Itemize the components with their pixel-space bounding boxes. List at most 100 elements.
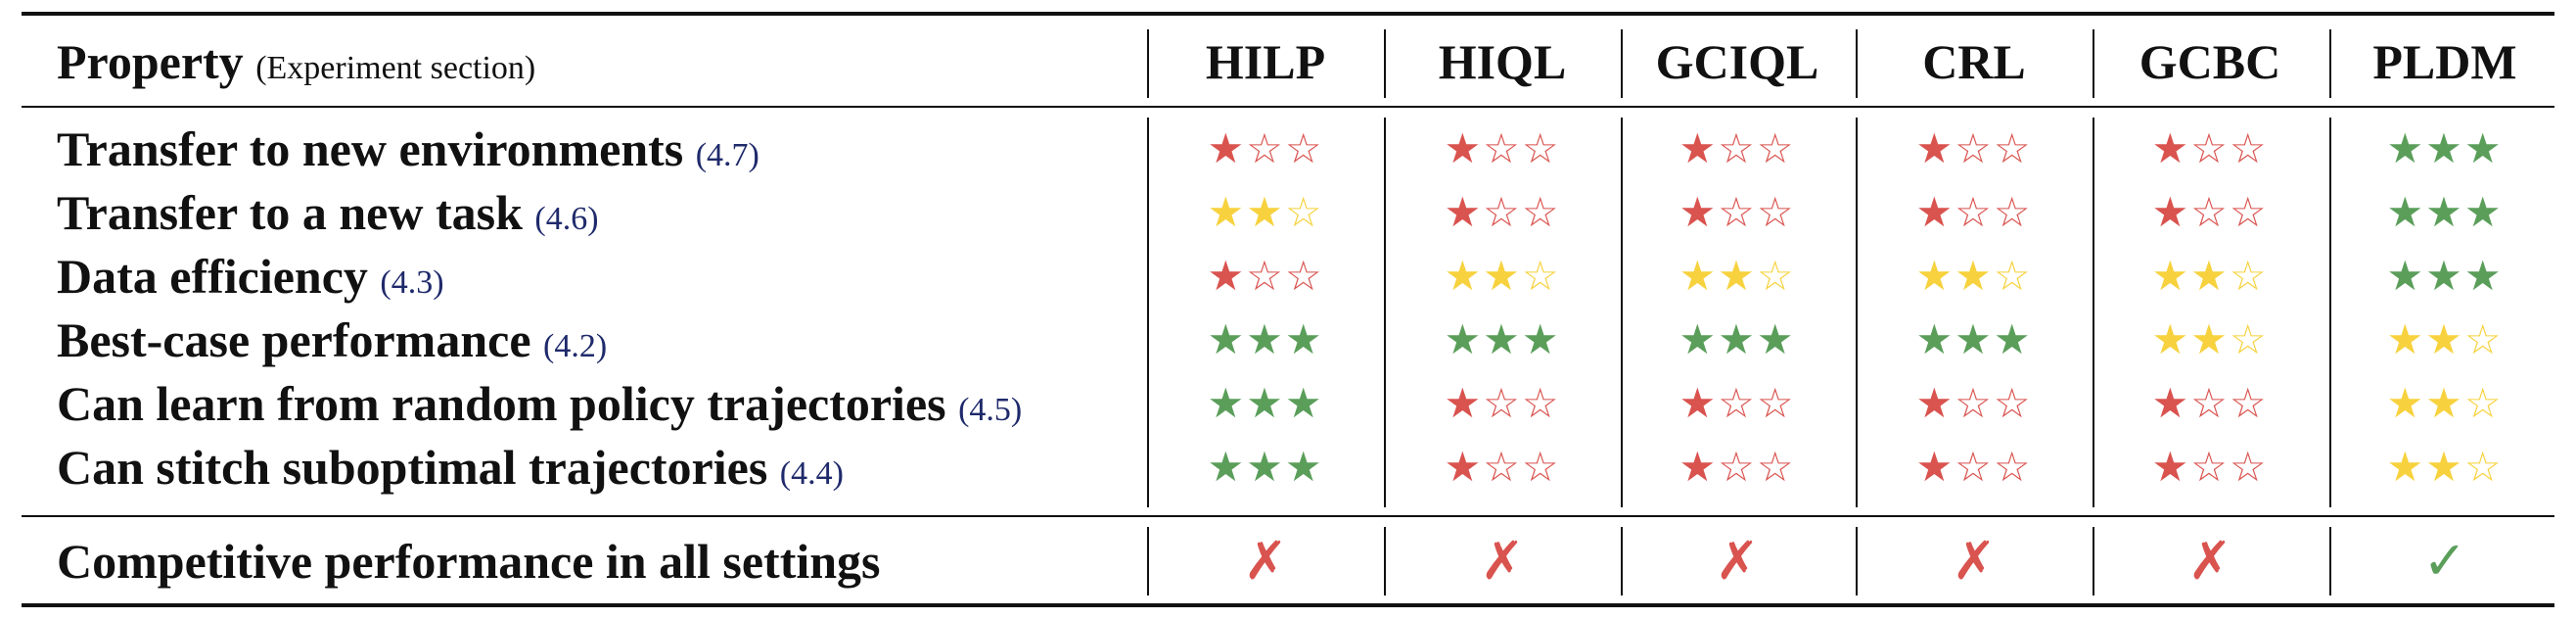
filled-star-icon: ★ — [1444, 443, 1484, 491]
filled-star-icon: ★ — [1915, 252, 1955, 300]
star-rating: ★★☆ — [1385, 245, 1620, 308]
empty-star-icon: ☆ — [1756, 379, 1796, 427]
star-rating: ★★☆ — [2327, 309, 2562, 371]
empty-star-icon: ☆ — [1483, 124, 1522, 172]
column-divider — [2329, 29, 2331, 98]
star-rating: ★☆☆ — [2093, 436, 2327, 499]
filled-star-icon: ★ — [1444, 379, 1484, 427]
filled-star-icon: ★ — [2386, 315, 2426, 363]
filled-star-icon: ★ — [2190, 315, 2230, 363]
top-rule — [22, 12, 2554, 16]
empty-star-icon: ☆ — [1718, 379, 1757, 427]
column-divider — [1621, 118, 1623, 507]
column-divider — [1856, 29, 1858, 98]
star-rating: ★★☆ — [2093, 245, 2327, 308]
filled-star-icon: ★ — [1915, 188, 1955, 236]
filled-star-icon: ★ — [1718, 252, 1757, 300]
empty-star-icon: ☆ — [1993, 124, 2033, 172]
empty-star-icon: ☆ — [1521, 252, 1561, 300]
filled-star-icon: ★ — [1444, 188, 1484, 236]
property-header-sublabel: (Experiment section) — [255, 50, 536, 86]
empty-star-icon: ☆ — [1993, 252, 2033, 300]
empty-star-icon: ☆ — [1718, 124, 1757, 172]
filled-star-icon: ★ — [2386, 252, 2426, 300]
filled-star-icon: ★ — [1246, 443, 1285, 491]
empty-star-icon: ☆ — [2463, 315, 2504, 363]
star-rating: ★★★ — [1148, 372, 1383, 435]
empty-star-icon: ☆ — [2190, 188, 2230, 236]
filled-star-icon: ★ — [2463, 188, 2504, 236]
filled-star-icon: ★ — [1207, 188, 1247, 236]
star-rating: ★★★ — [1385, 309, 1620, 371]
column-divider — [1856, 527, 1858, 595]
column-divider — [1147, 29, 1149, 98]
star-rating: ★☆☆ — [1857, 181, 2092, 244]
star-rating: ★★☆ — [2093, 309, 2327, 371]
empty-star-icon: ☆ — [2229, 379, 2269, 427]
cross-icon: ✗ — [1952, 530, 1997, 592]
cross-icon: ✗ — [1243, 530, 1288, 592]
column-divider — [1384, 527, 1386, 595]
filled-star-icon: ★ — [2425, 124, 2464, 172]
star-rating: ★☆☆ — [2093, 181, 2327, 244]
filled-star-icon: ★ — [1679, 443, 1719, 491]
empty-star-icon: ☆ — [2229, 252, 2269, 300]
empty-star-icon: ☆ — [2463, 443, 2504, 491]
filled-star-icon: ★ — [1284, 379, 1324, 427]
empty-star-icon: ☆ — [1955, 124, 1994, 172]
column-divider — [1147, 118, 1149, 507]
column-divider — [2093, 118, 2094, 507]
filled-star-icon: ★ — [2463, 124, 2504, 172]
row-label-text: Can stitch suboptimal trajectories — [57, 440, 768, 495]
filled-star-icon: ★ — [1915, 379, 1955, 427]
filled-star-icon: ★ — [2151, 252, 2191, 300]
filled-star-icon: ★ — [2151, 443, 2191, 491]
filled-star-icon: ★ — [2386, 124, 2426, 172]
empty-star-icon: ☆ — [1718, 188, 1757, 236]
filled-star-icon: ★ — [1915, 315, 1955, 363]
filled-star-icon: ★ — [1444, 252, 1484, 300]
star-rating: ★☆☆ — [2093, 372, 2327, 435]
empty-star-icon: ☆ — [1993, 379, 2033, 427]
summary-rule — [22, 515, 2554, 517]
star-rating: ★★★ — [1620, 309, 1855, 371]
star-rating: ★★☆ — [1620, 245, 1855, 308]
star-rating: ★★★ — [1148, 309, 1383, 371]
star-rating: ★★★ — [2327, 181, 2562, 244]
filled-star-icon: ★ — [1444, 315, 1484, 363]
column-divider — [1856, 118, 1858, 507]
filled-star-icon: ★ — [2425, 315, 2464, 363]
empty-star-icon: ☆ — [1521, 443, 1561, 491]
cross-icon: ✗ — [2187, 530, 2232, 592]
column-divider — [1384, 118, 1386, 507]
filled-star-icon: ★ — [1284, 315, 1324, 363]
filled-star-icon: ★ — [2425, 443, 2464, 491]
filled-star-icon: ★ — [1679, 188, 1719, 236]
star-rating: ★★★ — [2327, 245, 2562, 308]
star-rating: ★☆☆ — [1620, 118, 1855, 180]
empty-star-icon: ☆ — [1718, 443, 1757, 491]
row-section-ref: (4.3) — [380, 264, 444, 301]
method-header-gcbc: GCBC — [2139, 34, 2281, 89]
empty-star-icon: ☆ — [1246, 252, 1285, 300]
method-header-hilp: HILP — [1205, 34, 1326, 89]
row-label-text: Best-case performance — [57, 312, 531, 367]
empty-star-icon: ☆ — [1483, 379, 1522, 427]
star-rating: ★☆☆ — [1857, 372, 2092, 435]
row-label: Data efficiency (4.3) — [57, 245, 444, 308]
empty-star-icon: ☆ — [1521, 188, 1561, 236]
filled-star-icon: ★ — [1756, 315, 1796, 363]
filled-star-icon: ★ — [1246, 315, 1285, 363]
empty-star-icon: ☆ — [2463, 379, 2504, 427]
filled-star-icon: ★ — [2151, 315, 2191, 363]
filled-star-icon: ★ — [1483, 315, 1522, 363]
row-section-ref: (4.5) — [958, 392, 1023, 428]
star-rating: ★☆☆ — [1620, 436, 1855, 499]
method-header-crl: CRL — [1922, 34, 2026, 89]
column-divider — [2329, 118, 2331, 507]
filled-star-icon: ★ — [2151, 124, 2191, 172]
check-icon: ✓ — [2422, 530, 2467, 592]
empty-star-icon: ☆ — [1756, 443, 1796, 491]
filled-star-icon: ★ — [1679, 252, 1719, 300]
filled-star-icon: ★ — [1955, 315, 1994, 363]
